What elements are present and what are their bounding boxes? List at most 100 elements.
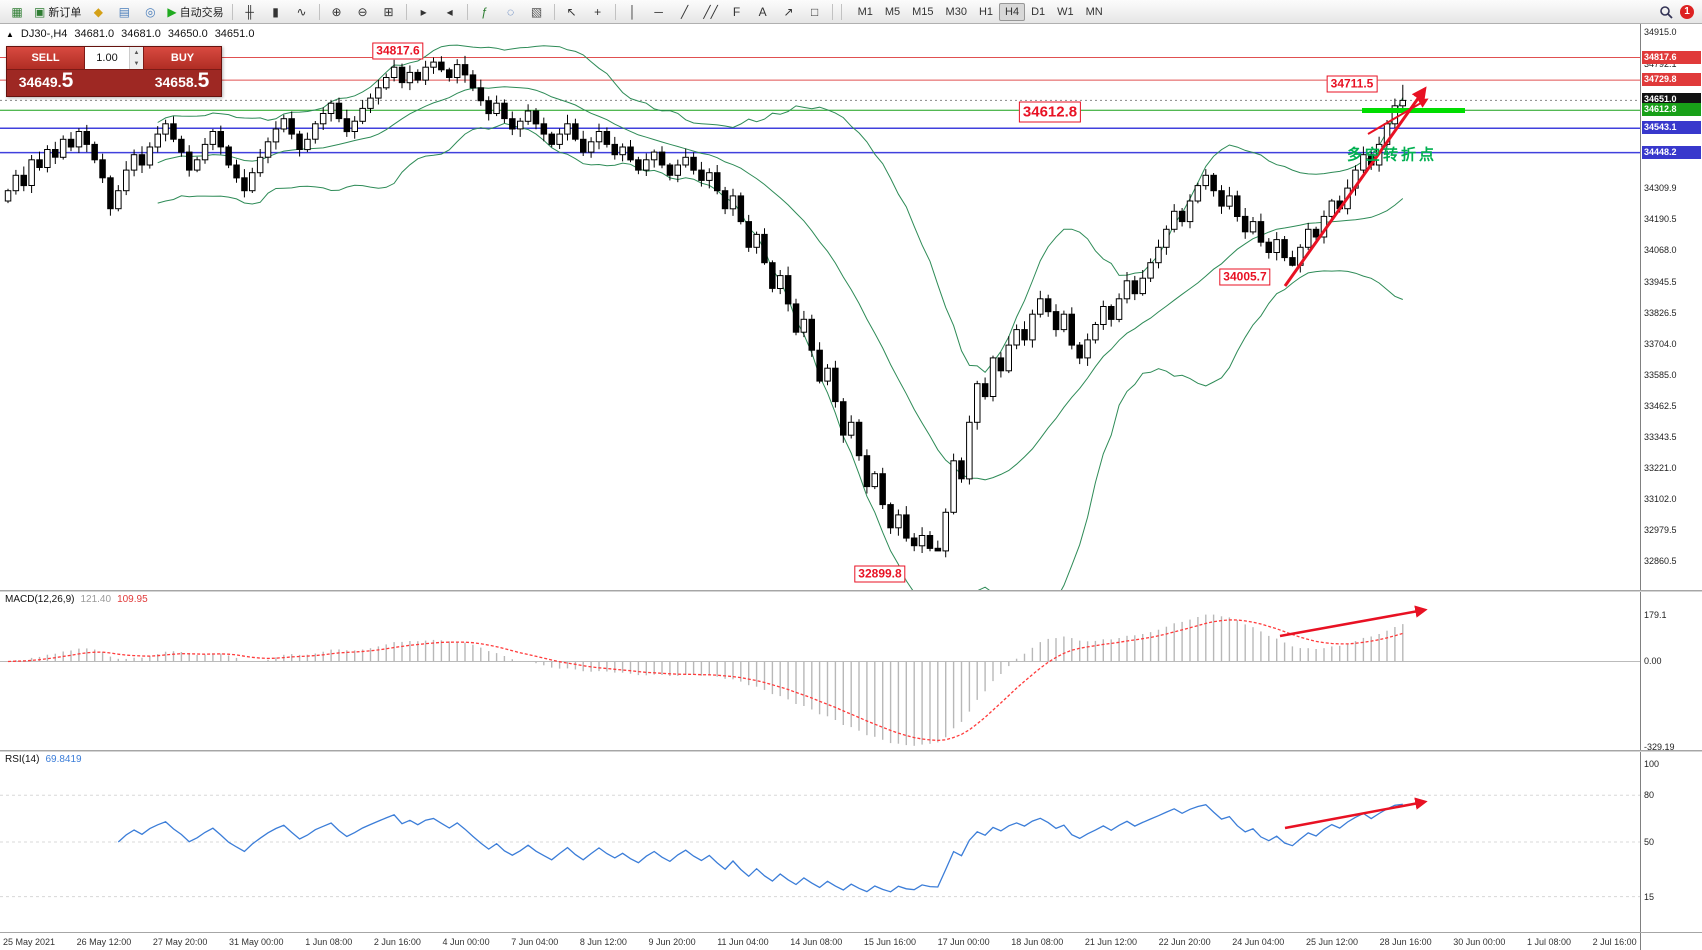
- notification-badge[interactable]: 1: [1680, 4, 1694, 19]
- trendline-tool[interactable]: ╱: [672, 1, 698, 23]
- crosshair-tool-icon: +: [594, 4, 602, 19]
- timeframe-mn[interactable]: MN: [1085, 5, 1103, 18]
- text-tool-icon: A: [758, 4, 767, 19]
- navigator-button[interactable]: ◎: [137, 1, 163, 23]
- rsi-panel[interactable]: RSI(14) 69.8419: [0, 752, 1640, 932]
- toolbar-buttons: ▦ ▣ 新订单 ◆ ▤ ◎ ▶ 自动交易 ╫ ▮ ∿ ⊕ ⊖ ⊞ ▸ ◂ ƒ ◌ ▧ ↖ + │ ─ ╱ ╱╱ F A ↗ □: [4, 1, 837, 23]
- line-chart-button[interactable]: ∿: [289, 1, 315, 23]
- zoom-in-button[interactable]: ⊕: [324, 1, 350, 23]
- axis-tick-label: 33462.5: [1644, 401, 1677, 412]
- crosshair-tool[interactable]: +: [585, 1, 611, 23]
- axis-tick-label: -329.19: [1644, 742, 1675, 750]
- candlestick-chart-canvas[interactable]: [0, 24, 1640, 590]
- axis-price-badge: 34448.2: [1642, 145, 1701, 159]
- time-label: 2 Jul 16:00: [1592, 936, 1637, 947]
- horizontal-line-tool[interactable]: ─: [646, 1, 672, 23]
- axis-tick-label: 0.00: [1644, 656, 1662, 667]
- macd-axis[interactable]: 179.1 0.00 -329.19: [1640, 592, 1702, 750]
- sell-button[interactable]: SELL: [7, 47, 84, 69]
- ohlc-high: 34681.0: [121, 28, 161, 40]
- volume-down-button[interactable]: ▼: [130, 58, 143, 69]
- timeframe-m30[interactable]: M30: [945, 5, 967, 18]
- axis-tick-label: 32860.5: [1644, 556, 1677, 567]
- toolbar-separator: [614, 3, 616, 20]
- axis-tick-label: 34915.0: [1644, 27, 1677, 38]
- toolbar-right: 1: [1659, 4, 1698, 19]
- rsi-axis[interactable]: 100 80 50 15: [1640, 752, 1702, 932]
- panel-splitter[interactable]: [0, 750, 1702, 752]
- price-axis[interactable]: 34915.0 34792.1 34309.9 34190.5 34068.0 33945…: [1640, 24, 1702, 590]
- tile-windows-button[interactable]: ⊞: [376, 1, 402, 23]
- history-center-button-icon: ◆: [93, 4, 103, 19]
- charts-grid-button[interactable]: ▦: [4, 1, 30, 23]
- volume-up-button[interactable]: ▲: [130, 47, 143, 58]
- axis-tick-label: 33585.0: [1644, 369, 1677, 380]
- axis-corner: [1640, 933, 1702, 950]
- panel-splitter[interactable]: [0, 590, 1702, 592]
- timeframe-d1[interactable]: D1: [1031, 5, 1046, 18]
- text-tool[interactable]: A: [750, 1, 776, 23]
- autotrade-button[interactable]: ▶ 自动交易: [163, 1, 227, 23]
- time-label: 2 Jun 16:00: [373, 936, 421, 947]
- toolbar: ▦ ▣ 新订单 ◆ ▤ ◎ ▶ 自动交易 ╫ ▮ ∿ ⊕ ⊖ ⊞ ▸ ◂ ƒ ◌ ▧ ↖ + │ ─ ╱ ╱╱ F A ↗ □ M1 M5…: [0, 0, 1702, 24]
- timeframe-m5[interactable]: M5: [884, 5, 901, 18]
- time-label: 14 Jun 08:00: [790, 936, 843, 947]
- timeframe-m1[interactable]: M1: [857, 5, 873, 18]
- macd-panel[interactable]: MACD(12,26,9) 121.40 109.95: [0, 592, 1640, 750]
- axis-tick-label: 34309.9: [1644, 183, 1677, 194]
- zoom-out-button[interactable]: ⊖: [350, 1, 376, 23]
- symbol-marker-icon: ▲: [6, 29, 14, 39]
- timeframe-h1[interactable]: H1: [978, 5, 994, 18]
- channel-tool-icon: ╱╱: [703, 4, 718, 19]
- macd-canvas[interactable]: [0, 592, 1640, 750]
- time-label: 24 Jun 04:00: [1232, 936, 1285, 947]
- rsi-canvas[interactable]: [0, 752, 1640, 932]
- main-chart[interactable]: ▲ DJ30-,H4 34681.0 34681.0 34650.0 34651…: [0, 24, 1640, 590]
- time-label: 17 Jun 00:00: [937, 936, 990, 947]
- one-click-trading-panel: SELL ▲ ▼ BUY 34649.5: [6, 46, 222, 97]
- volume-input[interactable]: [85, 47, 129, 69]
- template-button[interactable]: ▧: [524, 1, 550, 23]
- toolbar-separator: [840, 3, 842, 20]
- candlestick-chart-button[interactable]: ▮: [263, 1, 289, 23]
- cursor-tool[interactable]: ↖: [559, 1, 585, 23]
- add-indicator-button[interactable]: ƒ: [472, 1, 498, 23]
- toolbar-separator: [318, 3, 320, 20]
- time-label: 27 May 20:00: [152, 936, 208, 947]
- time-label: 28 Jun 16:00: [1379, 936, 1432, 947]
- price-annotation: 34817.6: [372, 42, 424, 60]
- cursor-tool-icon: ↖: [566, 4, 577, 19]
- auto-scroll-button[interactable]: ▸: [411, 1, 437, 23]
- market-watch-button[interactable]: ▤: [111, 1, 137, 23]
- time-label: 1 Jun 08:00: [305, 936, 353, 947]
- shapes-tool[interactable]: □: [802, 1, 828, 23]
- rsi-label: RSI(14) 69.8419: [5, 754, 82, 765]
- fibonacci-tool-icon: F: [732, 4, 741, 19]
- refresh-button[interactable]: ◌: [498, 1, 524, 23]
- arrow-tool[interactable]: ↗: [776, 1, 802, 23]
- auto-scroll-button-icon: ▸: [420, 4, 427, 19]
- axis-price-badge: 34651.0: [1642, 93, 1701, 107]
- symbol-info: ▲ DJ30-,H4 34681.0 34681.0 34650.0 34651…: [6, 28, 254, 40]
- search-icon[interactable]: [1659, 5, 1673, 19]
- channel-tool[interactable]: ╱╱: [698, 1, 724, 23]
- timeframe-w1[interactable]: W1: [1057, 5, 1074, 18]
- sell-price: 34649. 5: [18, 69, 74, 92]
- buy-button[interactable]: BUY: [144, 47, 221, 69]
- history-center-button[interactable]: ◆: [85, 1, 111, 23]
- zoom-in-button-icon: ⊕: [331, 4, 342, 19]
- chart-shift-button[interactable]: ◂: [437, 1, 463, 23]
- fibonacci-tool[interactable]: F: [724, 1, 750, 23]
- bar-chart-button[interactable]: ╫: [237, 1, 263, 23]
- market-watch-button-icon: ▤: [118, 4, 131, 19]
- time-axis[interactable]: 25 May 2021 26 May 12:00 27 May 20:00 31 Ma…: [0, 933, 1640, 950]
- timeframe-m15[interactable]: M15: [912, 5, 934, 18]
- timeframe-buttons: M1 M5 M15 M30 H1 H4 D1 W1 MN: [852, 2, 1109, 21]
- axis-tick-label: 33945.5: [1644, 276, 1677, 287]
- vertical-line-tool[interactable]: │: [620, 1, 646, 23]
- time-label: 8 Jun 12:00: [579, 936, 627, 947]
- new-order-button[interactable]: ▣ 新订单: [30, 1, 85, 23]
- tile-windows-button-icon: ⊞: [383, 4, 394, 19]
- timeframe-h4[interactable]: H4: [999, 2, 1026, 21]
- time-label: 11 Jun 04:00: [717, 936, 769, 947]
